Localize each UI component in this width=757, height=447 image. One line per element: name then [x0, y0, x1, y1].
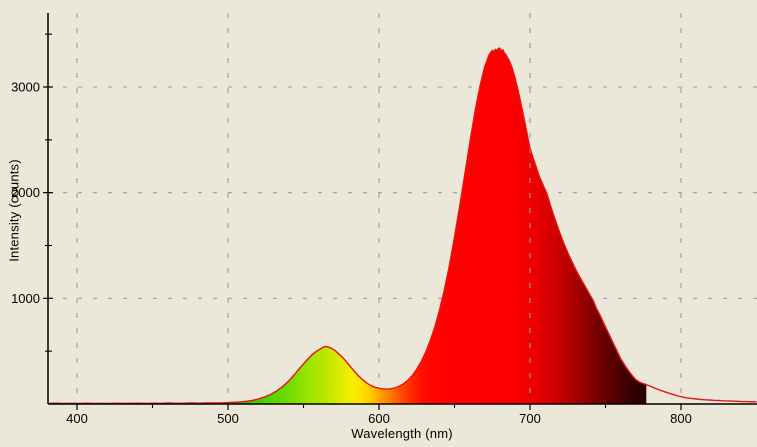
y-tick-label: 3000	[11, 80, 40, 95]
spectrum-area	[48, 48, 647, 404]
y-tick-label: 1000	[11, 291, 40, 306]
x-tick-label: 700	[519, 411, 541, 426]
y-axis-title: Intensity (counts)	[6, 159, 22, 262]
x-tick-label: 500	[217, 411, 239, 426]
spectrum-curve	[48, 47, 757, 405]
x-tick-label: 600	[368, 411, 390, 426]
x-axis-title: Wavelength (nm)	[351, 426, 453, 441]
axes: 400 500 600 700 800 1000 2000 3000	[11, 13, 757, 426]
x-tick-label: 800	[670, 411, 692, 426]
y-tick-label: 2000	[11, 185, 40, 200]
x-tick-label: 400	[66, 411, 88, 426]
